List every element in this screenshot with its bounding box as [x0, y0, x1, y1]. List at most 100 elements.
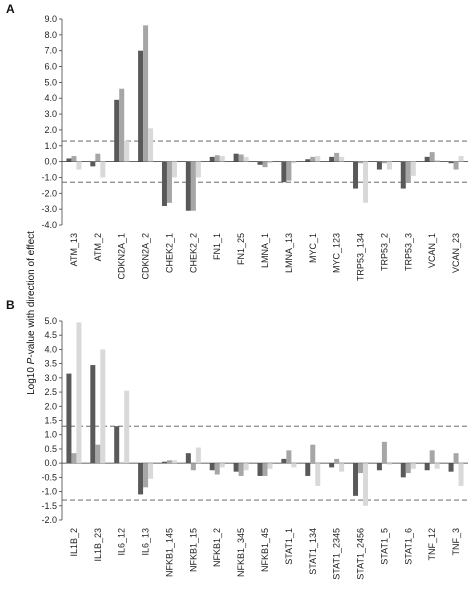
bar-fn1_25-series-3: [243, 156, 249, 162]
y-tick-label: 8.0: [44, 30, 57, 40]
x-category-label: IL6_13: [141, 528, 151, 556]
y-tick-label: 0.0: [44, 458, 57, 468]
bar-trp53_2-series-2: [381, 161, 387, 164]
x-category-label: STAT1_134: [308, 528, 318, 575]
bar-lmna_1-series-2: [262, 161, 268, 168]
bar-nfkb1_145-series-3: [171, 460, 177, 464]
bar-vcan_1-series-1: [424, 156, 430, 162]
bar-atm_13-series-1: [66, 158, 72, 162]
bar-cdkn2a_1-series-2: [119, 88, 125, 162]
y-tick-label: 1.5: [44, 416, 57, 426]
x-category-label: VCAN_23: [451, 233, 461, 273]
bar-chek2_1-series-2: [166, 161, 172, 203]
bar-trp53_134-series-3: [363, 161, 369, 203]
bar-myc_1-series-3: [315, 156, 321, 162]
y-tick-label: -4.0: [41, 220, 57, 230]
bar-tnf_12-series-2: [429, 450, 435, 464]
bar-stat1_1-series-1: [281, 458, 287, 464]
bar-stat1_134-series-1: [305, 463, 311, 476]
bar-stat1_6-series-2: [405, 463, 411, 474]
x-category-label: NFKB1_2: [212, 528, 222, 567]
bar-vcan_1-series-3: [434, 160, 440, 162]
x-category-label: STAT1_5: [379, 528, 389, 565]
bar-trp53_2-series-1: [376, 161, 382, 170]
bar-trp53_2-series-3: [386, 161, 392, 170]
y-tick-label: 5.0: [44, 316, 57, 326]
y-tick-label: -1.0: [41, 172, 57, 182]
bar-cdkn2a_1-series-1: [114, 99, 120, 162]
bar-stat1_2345-series-3: [339, 463, 345, 472]
bar-stat1_2345-series-2: [334, 458, 340, 464]
bar-il1b_23-series-1: [90, 365, 96, 464]
bar-stat1_1-series-3: [291, 463, 297, 468]
bar-il6_12-series-2: [119, 463, 125, 464]
bar-nfkb1_2-series-2: [214, 463, 220, 475]
bar-atm_2-series-2: [95, 153, 101, 162]
bar-lmna_13-series-2: [286, 161, 292, 181]
bar-chek2_2-series-1: [185, 161, 191, 211]
panel-b-label: B: [6, 298, 15, 312]
x-category-label: ATM_13: [69, 233, 79, 266]
y-tick-label: -2.0: [41, 188, 57, 198]
x-category-label: TRP53_134: [356, 233, 366, 281]
x-category-label: FN1_25: [236, 233, 246, 265]
bar-nfkb1_145-series-2: [166, 460, 172, 464]
bar-nfkb1_2-series-1: [209, 463, 215, 471]
bar-il1b_23-series-2: [95, 444, 101, 464]
bar-il1b_23-series-3: [100, 349, 106, 464]
bar-nfkb1_45-series-2: [262, 463, 268, 476]
y-tick-label: -0.5: [41, 472, 57, 482]
bar-stat1_6-series-1: [400, 463, 406, 478]
y-tick-label: 1.0: [44, 430, 57, 440]
bar-stat1_6-series-3: [410, 463, 416, 469]
x-category-label: STAT1_6: [403, 528, 413, 565]
bar-atm_2-series-1: [90, 161, 96, 167]
bar-chek2_1-series-1: [161, 161, 167, 206]
y-tick-label: 0.5: [44, 444, 57, 454]
x-category-label: TNF_12: [427, 528, 437, 561]
y-tick-label: 3.5: [44, 359, 57, 369]
y-tick-label: 2.0: [44, 125, 57, 135]
bar-myc_123-series-1: [329, 156, 335, 162]
x-category-label: TNF_3: [451, 528, 461, 556]
bar-tnf_12-series-3: [434, 463, 440, 469]
bar-trp53_3-series-3: [410, 161, 416, 176]
x-category-label: LMNA_1: [260, 233, 270, 268]
y-axis-title-text: Log10 P-value with direction of effect: [26, 231, 37, 395]
bar-fn1_25-series-2: [238, 154, 244, 162]
x-category-label: MYC_1: [308, 233, 318, 263]
bar-fn1_1-series-1: [209, 156, 215, 162]
bar-il6_12-series-3: [124, 390, 130, 464]
x-category-label: NFKB1_45: [260, 528, 270, 572]
bar-trp53_3-series-2: [405, 161, 411, 183]
bar-myc_1-series-1: [305, 159, 311, 162]
x-category-label: MYC_123: [332, 233, 342, 273]
x-category-label: LMNA_13: [284, 233, 294, 273]
bar-nfkb1_15-series-2: [190, 463, 196, 471]
bar-atm_2-series-3: [100, 161, 106, 178]
bar-il6_12-series-1: [114, 426, 120, 464]
y-tick-label: 0.0: [44, 157, 57, 167]
bar-tnf_3-series-2: [453, 453, 459, 464]
y-tick-label: 1.0: [44, 141, 57, 151]
bar-stat1_5-series-3: [386, 463, 392, 465]
bar-stat1_2456-series-3: [363, 463, 369, 506]
bar-nfkb1_45-series-3: [267, 463, 273, 469]
x-category-label: TRP53_3: [403, 233, 413, 271]
bar-atm_13-series-2: [71, 156, 77, 162]
bar-myc_1-series-2: [310, 156, 316, 162]
bar-il6_13-series-3: [148, 463, 154, 479]
x-category-label: VCAN_1: [427, 233, 437, 268]
chart-panel-b: 5.0 4.5 4.0 3.5 3.0 2.5 2.0 1.5 1.0 0.5 0.0 -0.5 -1.…: [41, 316, 468, 580]
bar-stat1_5-series-1: [376, 463, 382, 471]
bar-trp53_134-series-1: [353, 161, 359, 189]
y-tick-label: 3.0: [44, 373, 57, 383]
bar-nfkb1_15-series-3: [195, 447, 201, 464]
bar-il1b_2-series-3: [76, 322, 82, 464]
bar-myc_123-series-2: [334, 152, 340, 162]
bar-stat1_134-series-3: [315, 463, 321, 486]
bar-nfkb1_345-series-3: [243, 463, 249, 471]
y-tick-label: 4.5: [44, 330, 57, 340]
y-tick-label: 9.0: [44, 14, 57, 24]
